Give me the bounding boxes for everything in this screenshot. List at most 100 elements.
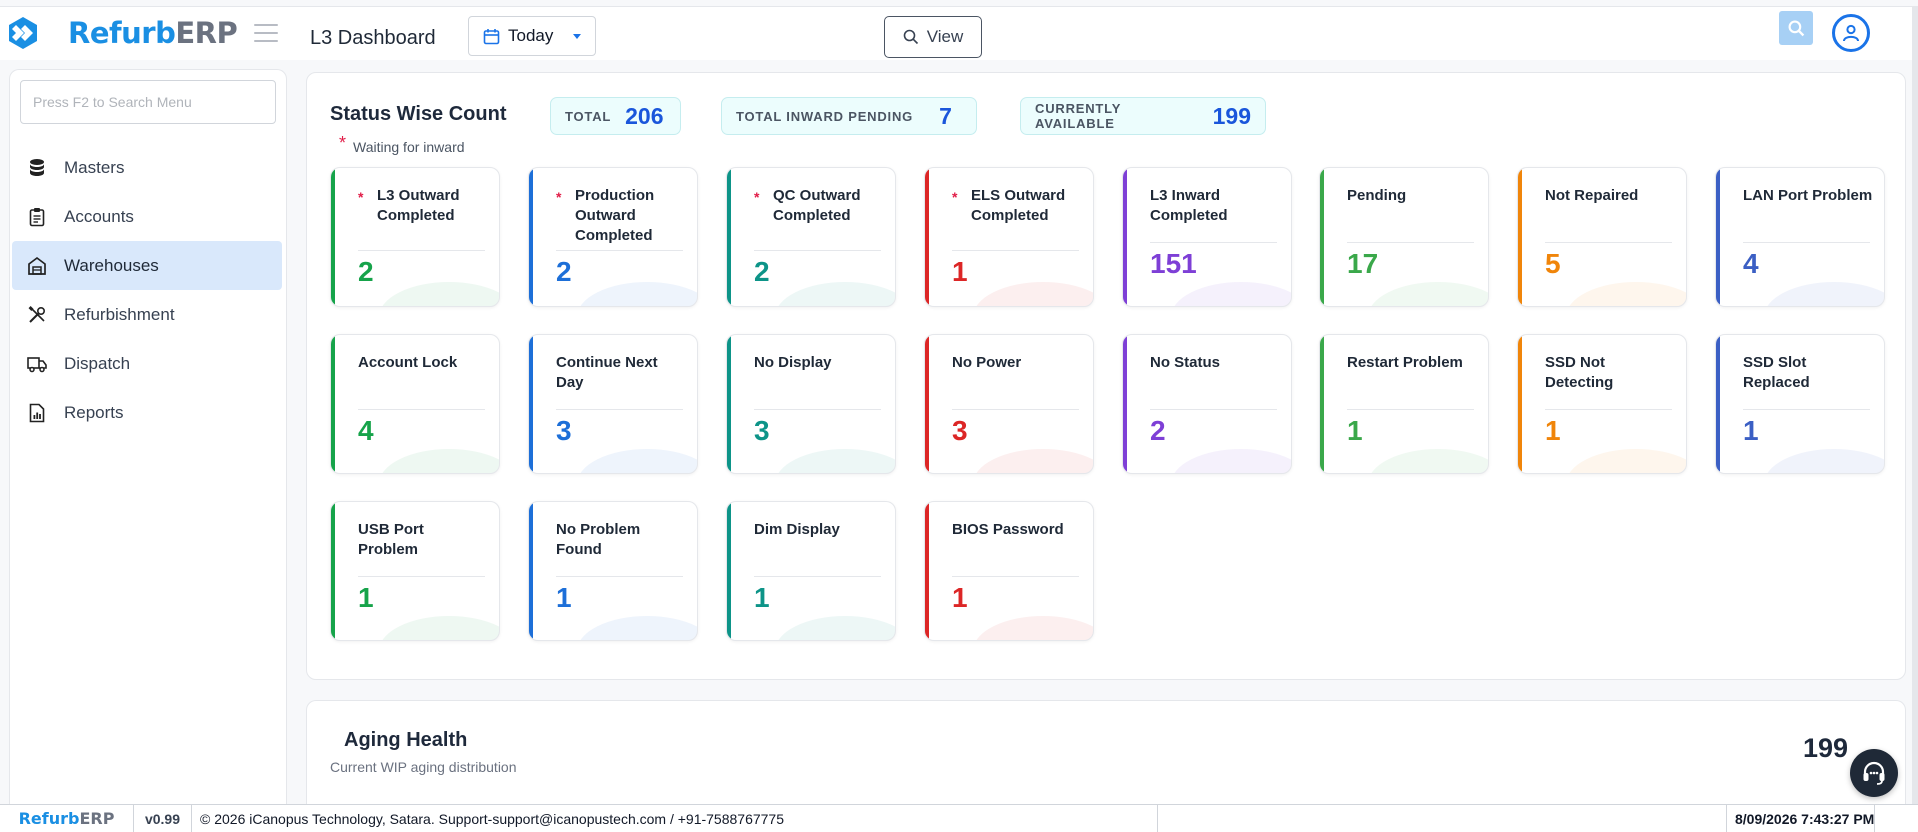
status-card-title-text: BIOS Password	[952, 521, 1064, 538]
status-card-count: 1	[1743, 415, 1759, 446]
status-card-title-text: USB Port Problem	[358, 521, 424, 558]
status-card-title-text: No Power	[952, 354, 1022, 371]
status-card-accent-bar	[529, 335, 533, 473]
footer-version: v0.99	[134, 805, 192, 832]
status-card-divider	[952, 576, 1079, 577]
menu-search-input[interactable]	[20, 80, 276, 124]
status-card-divider	[1743, 409, 1870, 410]
aging-health-panel: Aging Health Current WIP aging distribut…	[306, 700, 1906, 810]
app-logo[interactable]: RefurbERP	[6, 13, 238, 53]
total-pill[interactable]: TOTAL 206	[550, 97, 681, 135]
status-card[interactable]: Dim Display 1	[726, 501, 896, 641]
aging-total: 199	[1803, 733, 1849, 763]
status-card[interactable]: * L3 Outward Completed 2	[330, 167, 500, 307]
status-card[interactable]: BIOS Password 1	[924, 501, 1094, 641]
status-card[interactable]: LAN Port Problem 4	[1715, 167, 1885, 307]
status-card-title-text: Pending	[1347, 187, 1407, 204]
status-card-title-text: No Problem Found	[556, 521, 641, 558]
status-card-count: 4	[358, 415, 374, 446]
status-card-decoration	[973, 449, 1093, 473]
status-card-title: Dim Display	[754, 520, 884, 540]
status-card[interactable]: Not Repaired 5	[1517, 167, 1687, 307]
footer-datetime: 8/09/2026 7:43:27 PM	[1727, 805, 1876, 832]
status-card-divider	[1347, 242, 1474, 243]
currently-available-pill[interactable]: CURRENTLY AVAILABLE 199	[1020, 97, 1266, 135]
status-card-title: * ELS Outward Completed	[952, 186, 1082, 226]
truck-icon	[26, 353, 48, 375]
status-card-title: BIOS Password	[952, 520, 1082, 540]
user-avatar-button[interactable]	[1832, 14, 1870, 52]
status-card-divider	[358, 409, 485, 410]
support-chat-button[interactable]	[1850, 749, 1898, 797]
logo-text: RefurbERP	[68, 16, 238, 50]
status-card-title: Not Repaired	[1545, 186, 1675, 206]
status-card-decoration	[379, 616, 499, 640]
clipboard-icon	[26, 206, 48, 228]
global-search-button[interactable]	[1779, 11, 1813, 45]
status-card-title-text: Not Repaired	[1545, 187, 1639, 204]
status-card-title-text: SSD Not Detecting	[1545, 354, 1614, 391]
menu-toggle-icon[interactable]	[254, 24, 278, 42]
status-card[interactable]: * ELS Outward Completed 1	[924, 167, 1094, 307]
top-header: RefurbERP L3 Dashboard Today View	[0, 6, 1918, 60]
sidebar-item-accounts[interactable]: Accounts	[12, 192, 282, 241]
status-card-decoration	[379, 282, 499, 306]
status-card[interactable]: * Production Outward Completed 2	[528, 167, 698, 307]
status-card[interactable]: No Power 3	[924, 334, 1094, 474]
status-card-title: SSD Not Detecting	[1545, 353, 1675, 393]
footer-copyright: © 2026 iCanopus Technology, Satara. Supp…	[192, 805, 1158, 832]
status-card-count: 3	[754, 415, 770, 446]
status-card[interactable]: Continue Next Day 3	[528, 334, 698, 474]
status-card-title-text: Continue Next Day	[556, 354, 658, 391]
status-card[interactable]: No Display 3	[726, 334, 896, 474]
sidebar-item-label: Warehouses	[64, 255, 159, 275]
sidebar-item-refurbishment[interactable]: Refurbishment	[12, 290, 282, 339]
status-card-count: 2	[1150, 415, 1166, 446]
sidebar-item-label: Dispatch	[64, 353, 131, 373]
status-card[interactable]: Pending 17	[1319, 167, 1489, 307]
page-scrollbar[interactable]	[1912, 6, 1918, 832]
status-card-decoration	[577, 282, 697, 306]
status-card-title: No Power	[952, 353, 1082, 373]
status-card-title-text: Dim Display	[754, 521, 840, 538]
status-card[interactable]: SSD Slot Replaced 1	[1715, 334, 1885, 474]
status-card-accent-bar	[331, 168, 335, 306]
status-card-accent-bar	[331, 335, 335, 473]
status-card-count: 3	[556, 415, 572, 446]
status-card-title: * L3 Outward Completed	[358, 186, 488, 226]
date-filter-select[interactable]: Today	[468, 16, 596, 56]
status-card-count: 3	[952, 415, 968, 446]
status-card[interactable]: No Problem Found 1	[528, 501, 698, 641]
status-card-divider	[556, 576, 683, 577]
status-card-title-text: Account Lock	[358, 354, 458, 371]
status-card[interactable]: No Status 2	[1122, 334, 1292, 474]
status-card[interactable]: USB Port Problem 1	[330, 501, 500, 641]
total-inward-pending-pill[interactable]: TOTAL INWARD PENDING 7	[721, 97, 977, 135]
status-card[interactable]: SSD Not Detecting 1	[1517, 334, 1687, 474]
status-card-divider	[754, 250, 881, 251]
status-card-title-text: Restart Problem	[1347, 354, 1463, 371]
total-inward-pending-label: TOTAL INWARD PENDING	[736, 108, 914, 124]
status-card[interactable]: Restart Problem 1	[1319, 334, 1489, 474]
status-card-divider	[556, 250, 683, 251]
status-card-divider	[1150, 242, 1277, 243]
sidebar-item-masters[interactable]: Masters	[12, 143, 282, 192]
chevron-down-icon	[573, 34, 581, 39]
status-card-count: 1	[1347, 415, 1363, 446]
status-card[interactable]: * QC Outward Completed 2	[726, 167, 896, 307]
status-card-title: No Display	[754, 353, 884, 373]
sidebar-item-warehouses[interactable]: Warehouses	[12, 241, 282, 290]
status-card-decoration	[1566, 282, 1686, 306]
status-card[interactable]: Account Lock 4	[330, 334, 500, 474]
required-star-icon: *	[754, 189, 760, 205]
status-card-decoration	[973, 616, 1093, 640]
status-card[interactable]: L3 Inward Completed 151	[1122, 167, 1292, 307]
required-star-icon: *	[952, 189, 958, 205]
date-filter-value: Today	[508, 26, 554, 45]
sidebar-item-dispatch[interactable]: Dispatch	[12, 339, 282, 388]
view-button[interactable]: View	[884, 16, 982, 58]
status-card-title: No Status	[1150, 353, 1280, 373]
sidebar-item-reports[interactable]: Reports	[12, 388, 282, 437]
status-card-accent-bar	[1320, 168, 1324, 306]
report-icon	[26, 402, 48, 424]
